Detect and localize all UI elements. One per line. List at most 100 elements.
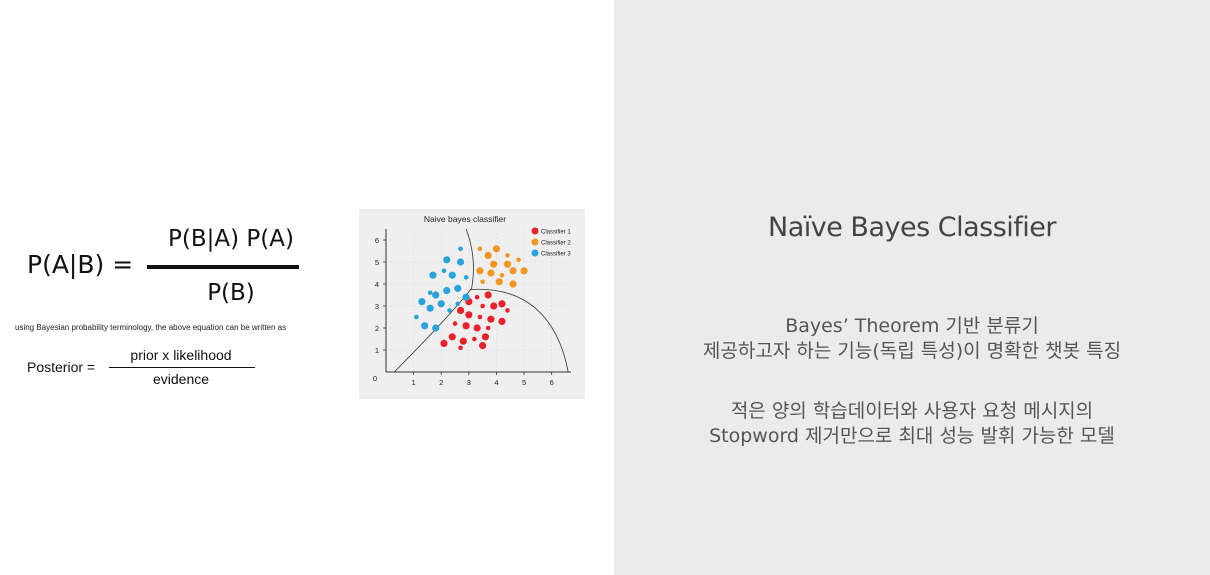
formula-lhs: P(A|B) =	[27, 250, 134, 279]
y-tick-label: 2	[375, 324, 379, 333]
description-block-1: Bayes’ Theorem 기반 분류기 제공하고자 하는 기능(독립 특성)…	[614, 314, 1210, 364]
x-tick-label: 6	[550, 378, 554, 387]
data-point	[465, 311, 473, 319]
data-point	[490, 302, 498, 310]
legend-label: Classifier 3	[541, 252, 571, 258]
decision-boundary	[470, 288, 569, 373]
y-tick-label: 3	[375, 302, 379, 311]
data-point	[477, 246, 483, 252]
description-line: Stopword 제거만으로 최대 성능 발휘 가능한 모델	[709, 425, 1115, 447]
data-point	[487, 315, 495, 323]
data-point	[484, 251, 492, 259]
data-point	[499, 272, 505, 278]
description-line: Bayes’ Theorem 기반 분류기	[785, 315, 1039, 337]
posterior-fraction-bar	[109, 367, 255, 368]
description-line: 적은 양의 학습데이터와 사용자 요청 메시지의	[730, 400, 1094, 422]
data-point	[456, 258, 465, 266]
data-point	[456, 306, 465, 314]
data-point	[458, 246, 463, 252]
data-point	[462, 322, 470, 330]
legend-marker	[531, 238, 539, 246]
formula-denominator: P(B)	[207, 280, 255, 306]
description-block-2: 적은 양의 학습데이터와 사용자 요청 메시지의 Stopword 제거만으로 …	[614, 399, 1210, 449]
naive-bayes-chart: 1 2 3 4 5 6 1 2 3 4 5 6 0 Classifier 1 Classifier 2 Cl…	[359, 209, 585, 399]
data-point	[492, 245, 501, 253]
data-point	[441, 268, 447, 274]
bayes-theorem-formula: P(A|B) = P(B|A) P(A) P(B)	[27, 226, 307, 311]
data-point	[520, 267, 528, 275]
data-point	[452, 321, 458, 326]
data-point	[443, 256, 451, 264]
classifier-title: Naïve Bayes Classifier	[768, 212, 1056, 243]
posterior-denominator: evidence	[152, 371, 210, 387]
right-panel	[614, 0, 1210, 575]
data-point	[505, 308, 510, 313]
data-point	[418, 298, 426, 306]
data-point	[473, 324, 481, 332]
data-point	[440, 339, 448, 347]
x-tick-label: 1	[412, 378, 416, 387]
data-point	[429, 271, 437, 279]
data-point	[459, 337, 467, 345]
data-point	[503, 260, 512, 268]
data-point	[437, 300, 445, 308]
formula-fraction-bar	[147, 265, 299, 269]
formula-numerator: P(B|A) P(A)	[168, 226, 294, 252]
data-point	[476, 267, 484, 275]
posterior-formula: Posterior = prior x likelihood evidence	[27, 347, 267, 395]
data-point	[447, 308, 452, 313]
data-point	[443, 287, 451, 295]
data-point	[516, 257, 521, 263]
data-point	[498, 300, 506, 308]
data-point	[462, 293, 470, 301]
description-line: 제공하고자 하는 기능(독립 특성)이 명확한 챗봇 특징	[702, 340, 1122, 362]
data-point	[495, 278, 503, 286]
data-point	[458, 345, 463, 351]
data-point	[432, 324, 440, 332]
terminology-note: using Bayesian probability terminology, …	[15, 323, 287, 332]
legend-marker	[531, 227, 539, 235]
y-tick-label: 6	[375, 236, 379, 245]
data-point	[477, 314, 483, 320]
data-point	[485, 325, 491, 331]
data-point	[487, 269, 495, 277]
data-point	[481, 333, 490, 341]
data-point	[421, 322, 429, 330]
data-point	[505, 253, 510, 258]
data-point	[455, 301, 461, 307]
legend-label: Classifier 2	[541, 241, 571, 247]
data-point	[509, 267, 517, 275]
data-point	[448, 333, 456, 341]
left-panel: P(A|B) = P(B|A) P(A) P(B) using Bayesian…	[15, 209, 585, 399]
data-point	[463, 275, 469, 280]
data-point	[474, 294, 480, 300]
data-point	[472, 336, 477, 342]
x-tick-label: 5	[522, 378, 526, 387]
x-tick-label: 2	[439, 378, 443, 387]
data-point	[480, 303, 485, 309]
chart-title: Naive bayes classifier	[424, 214, 506, 224]
data-point	[498, 317, 506, 325]
data-point	[454, 284, 462, 292]
posterior-numerator: prior x likelihood	[130, 347, 232, 363]
legend-label: Classifier 1	[541, 230, 571, 236]
posterior-lhs: Posterior =	[27, 359, 96, 375]
data-point	[448, 271, 456, 279]
legend-marker	[531, 249, 539, 257]
data-point	[480, 279, 485, 285]
x-tick-label: 4	[494, 378, 498, 387]
chart-svg: 1 2 3 4 5 6 1 2 3 4 5 6 0 Classifier 1 Classifier 2 Cl…	[373, 214, 571, 387]
y-tick-label: 4	[375, 280, 379, 289]
data-point	[484, 291, 492, 299]
data-point	[509, 280, 517, 288]
decision-boundary	[393, 228, 474, 373]
data-point	[432, 291, 440, 299]
x-tick-label: 3	[467, 378, 471, 387]
data-point	[414, 314, 419, 320]
y-tick-label: 1	[375, 346, 379, 355]
data-point	[426, 304, 434, 312]
data-point	[479, 342, 487, 350]
y-tick-label: 5	[375, 258, 379, 267]
data-point	[490, 260, 498, 268]
data-point	[427, 290, 433, 296]
